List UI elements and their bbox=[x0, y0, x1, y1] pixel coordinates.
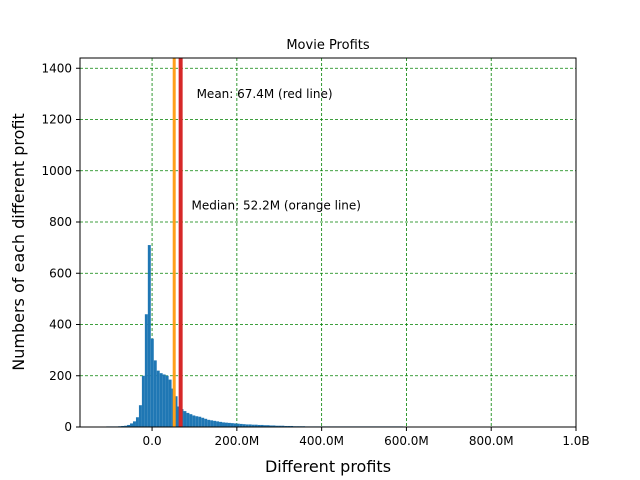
histogram-bar bbox=[236, 423, 240, 427]
x-tick-label: 800.0M bbox=[469, 434, 514, 448]
histogram-bar bbox=[174, 396, 178, 427]
histogram-bar bbox=[239, 423, 243, 427]
histogram-bar bbox=[275, 425, 279, 427]
y-tick-label: 600 bbox=[49, 266, 72, 280]
histogram-bar bbox=[159, 373, 163, 427]
y-tick-label: 1000 bbox=[41, 164, 72, 178]
histogram-bar bbox=[135, 417, 139, 427]
histogram-bar bbox=[189, 414, 193, 427]
histogram-bar bbox=[260, 424, 264, 427]
y-tick-label: 1400 bbox=[41, 61, 72, 75]
histogram-bar bbox=[144, 314, 148, 427]
histogram-bar bbox=[263, 425, 267, 427]
histogram-bar bbox=[290, 425, 294, 427]
histogram-bar bbox=[207, 419, 211, 427]
reference-lines-layer bbox=[172, 58, 183, 427]
y-axis-title: Numbers of each different profit bbox=[9, 113, 28, 370]
histogram-bar bbox=[201, 417, 205, 427]
histogram-bar bbox=[266, 425, 270, 427]
y-tick-label: 800 bbox=[49, 215, 72, 229]
histogram-bar bbox=[210, 420, 214, 427]
histogram-bar bbox=[127, 424, 131, 427]
histogram-bar bbox=[138, 405, 142, 427]
histogram-bar bbox=[245, 424, 249, 427]
y-tick-label: 1200 bbox=[41, 113, 72, 127]
histogram-bar bbox=[242, 424, 246, 427]
histogram-bar bbox=[284, 425, 288, 427]
histogram-bar bbox=[195, 416, 199, 427]
mean-annotation: Mean: 67.4M (red line) bbox=[197, 87, 333, 101]
histogram-bar bbox=[216, 421, 220, 427]
histogram-bar bbox=[130, 423, 133, 427]
histogram-bar bbox=[272, 425, 276, 427]
histogram-bar bbox=[192, 415, 196, 427]
y-tick-label: 200 bbox=[49, 369, 72, 383]
histogram-bar bbox=[183, 411, 187, 427]
chart-title: Movie Profits bbox=[286, 38, 370, 53]
y-tick-label: 0 bbox=[64, 420, 72, 434]
histogram-bar bbox=[162, 374, 166, 427]
x-tick-label: 0.0 bbox=[143, 434, 162, 448]
x-tick-label: 1.0B bbox=[562, 434, 589, 448]
histogram-bar bbox=[219, 421, 223, 427]
histogram-bar bbox=[156, 370, 160, 427]
x-tick-label: 600.0M bbox=[384, 434, 429, 448]
histogram-bar bbox=[227, 422, 231, 427]
histogram-bar bbox=[147, 245, 151, 427]
histogram-bar bbox=[233, 423, 237, 427]
histogram-bar bbox=[141, 375, 145, 427]
plot-frame bbox=[79, 57, 577, 428]
histogram-bar bbox=[204, 418, 208, 427]
histogram-bar bbox=[213, 420, 217, 427]
histogram-bar bbox=[165, 375, 169, 427]
median-annotation: Median: 52.2M (orange line) bbox=[191, 198, 360, 212]
y-tick-label: 400 bbox=[49, 318, 72, 332]
histogram-bar bbox=[251, 424, 255, 427]
histogram-bar bbox=[222, 422, 225, 427]
ticks-layer: 0.0 200.0M 400.0M 600.0M 800.0M 1.0B 0 200 400 60… bbox=[41, 61, 589, 448]
histogram-bar bbox=[198, 416, 202, 427]
histogram-bar bbox=[186, 412, 190, 427]
histogram-bar bbox=[168, 379, 172, 427]
histogram-bar bbox=[230, 423, 234, 427]
x-tick-label: 400.0M bbox=[299, 434, 344, 448]
histogram-bar bbox=[254, 424, 258, 427]
x-tick-label: 200.0M bbox=[214, 434, 259, 448]
histogram-bar bbox=[132, 421, 136, 427]
histogram-bar bbox=[278, 425, 282, 427]
histogram-bar bbox=[150, 338, 154, 427]
x-axis-title: Different profits bbox=[265, 457, 391, 476]
histogram-bar bbox=[248, 424, 252, 427]
histogram-bar bbox=[224, 422, 228, 427]
histogram-bar bbox=[269, 425, 273, 427]
histogram-bar bbox=[257, 424, 261, 427]
histogram-bar bbox=[281, 425, 285, 427]
histogram-bar bbox=[124, 425, 128, 427]
histogram-bar bbox=[121, 425, 125, 427]
histogram-bar bbox=[153, 360, 157, 427]
histogram-bar bbox=[287, 425, 291, 427]
